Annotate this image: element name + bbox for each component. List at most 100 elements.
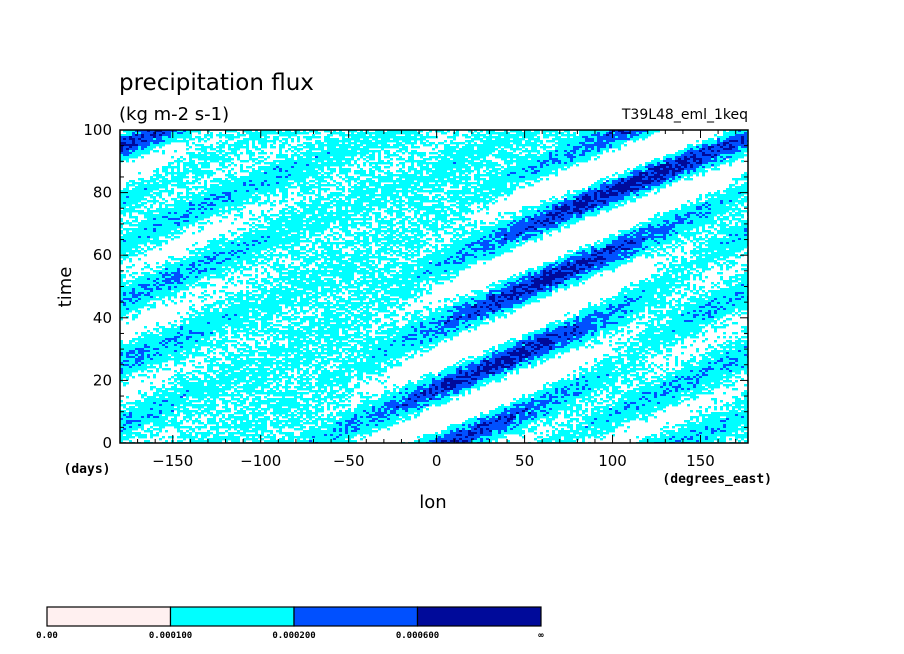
field-cell <box>534 334 546 337</box>
field-cell <box>201 292 204 295</box>
field-cell <box>177 130 183 133</box>
field-cell <box>714 134 717 137</box>
field-cell <box>438 306 441 309</box>
field-cell <box>432 262 438 265</box>
field-cell <box>237 256 240 259</box>
field-cell <box>672 158 675 161</box>
field-cell <box>282 192 288 195</box>
field-cell <box>309 274 318 277</box>
field-cell <box>147 236 150 239</box>
field-cell <box>597 252 603 255</box>
field-cell <box>687 216 690 219</box>
field-cell <box>294 166 324 169</box>
field-cell <box>606 246 615 249</box>
field-cell <box>609 186 612 189</box>
field-cell <box>309 282 336 285</box>
field-cell <box>273 262 279 265</box>
field-cell <box>597 248 600 251</box>
field-cell <box>402 164 405 167</box>
field-cell <box>348 194 366 197</box>
field-cell <box>600 132 606 135</box>
field-cell <box>474 250 477 253</box>
field-cell <box>465 256 474 259</box>
field-cell <box>579 142 585 145</box>
field-cell <box>414 140 417 143</box>
field-cell <box>234 142 249 145</box>
field-cell <box>273 332 276 335</box>
field-cell <box>321 250 324 253</box>
field-cell <box>408 320 414 323</box>
field-cell <box>120 240 123 243</box>
field-cell <box>369 202 387 205</box>
field-cell <box>480 306 483 309</box>
field-cell <box>633 168 648 171</box>
field-cell <box>183 322 186 325</box>
field-cell <box>264 200 270 203</box>
field-cell <box>387 334 393 337</box>
field-cell <box>363 216 366 219</box>
field-cell <box>516 280 519 283</box>
field-cell <box>402 256 408 259</box>
field-cell <box>147 308 150 311</box>
field-cell <box>411 326 414 329</box>
field-cell <box>516 146 519 149</box>
field-cell <box>465 258 492 261</box>
field-cell <box>621 244 624 247</box>
field-cell <box>723 308 726 311</box>
field-cell <box>345 244 354 247</box>
field-cell <box>132 136 141 139</box>
field-cell <box>234 284 237 287</box>
field-cell <box>138 292 144 295</box>
field-cell <box>234 218 237 221</box>
field-cell <box>288 334 306 337</box>
field-cell <box>399 208 408 211</box>
field-cell <box>564 254 582 257</box>
field-cell <box>606 250 609 253</box>
field-cell <box>294 290 306 293</box>
field-cell <box>417 266 420 269</box>
field-cell <box>543 210 561 213</box>
field-cell <box>630 316 633 319</box>
field-cell <box>621 254 627 257</box>
field-cell <box>396 216 402 219</box>
field-cell <box>645 332 654 335</box>
field-cell <box>408 166 414 169</box>
field-cell <box>462 220 465 223</box>
field-cell <box>144 134 150 137</box>
field-cell <box>696 140 699 143</box>
field-cell <box>339 224 357 227</box>
field-cell <box>573 274 576 277</box>
field-cell <box>144 148 153 151</box>
field-cell <box>648 230 669 233</box>
field-cell <box>426 308 432 311</box>
field-cell <box>189 330 192 333</box>
field-cell <box>363 254 369 257</box>
field-cell <box>291 248 294 251</box>
field-cell <box>540 160 543 163</box>
field-cell <box>351 248 354 251</box>
field-cell <box>453 330 456 333</box>
field-cell <box>156 134 159 137</box>
field-cell <box>510 216 525 219</box>
field-cell <box>705 330 708 333</box>
field-cell <box>519 234 522 237</box>
field-cell <box>663 340 672 343</box>
field-cell <box>312 214 324 217</box>
field-cell <box>444 144 450 147</box>
field-cell <box>120 342 123 345</box>
field-cell <box>495 236 501 239</box>
field-cell <box>495 286 507 289</box>
field-cell <box>216 256 237 259</box>
field-cell <box>465 248 471 251</box>
field-cell <box>228 230 231 233</box>
field-cell <box>366 156 375 159</box>
field-cell <box>129 258 132 261</box>
field-cell <box>384 290 411 293</box>
field-cell <box>681 158 684 161</box>
field-cell <box>153 230 156 233</box>
field-cell <box>717 136 729 139</box>
field-cell <box>642 182 651 185</box>
field-cell <box>459 210 474 213</box>
field-cell <box>264 182 276 185</box>
field-cell <box>162 264 180 267</box>
